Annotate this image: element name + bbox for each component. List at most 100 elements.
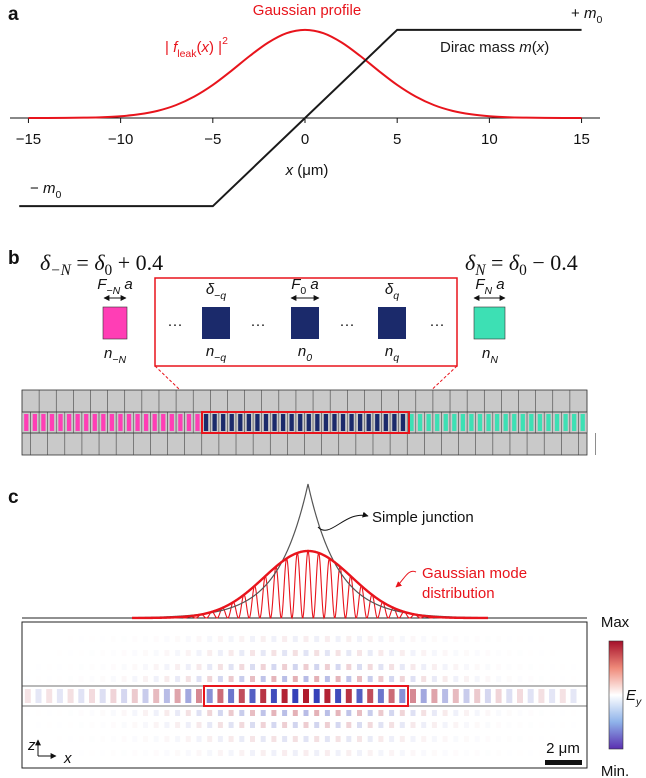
field-stripe: [571, 664, 576, 670]
field-stripe: [453, 736, 458, 742]
field-stripe: [143, 676, 148, 682]
cell-label-part: a: [120, 276, 133, 293]
legend-label-part: x: [536, 39, 545, 56]
field-stripe: [410, 736, 416, 742]
lattice-hole: [24, 414, 29, 431]
field-stripe: [507, 750, 512, 756]
field-stripe: [518, 664, 523, 670]
colorbar-label-part: E: [626, 687, 637, 704]
field-stripe: [550, 676, 555, 682]
lattice-hole: [494, 414, 500, 431]
field-stripe: [47, 636, 52, 642]
field-stripe: [56, 689, 63, 703]
field-stripe: [143, 736, 148, 742]
field-stripe: [485, 722, 490, 728]
field-stripe: [217, 722, 223, 728]
lattice-hole: [332, 414, 337, 431]
field-stripe: [260, 722, 266, 728]
field-stripe: [36, 664, 41, 670]
field-stripe: [175, 676, 181, 682]
field-stripe: [314, 710, 320, 716]
field-stripe: [153, 710, 159, 716]
field-stripe: [303, 650, 309, 656]
lattice-hole: [537, 414, 543, 431]
field-stripe: [196, 710, 202, 716]
formula-part: =: [486, 250, 509, 275]
field-stripe: [367, 710, 373, 716]
field-stripe: [132, 664, 137, 670]
x-tick-label: 0: [301, 131, 309, 148]
field-stripe: [282, 722, 288, 728]
field-stripe: [431, 722, 437, 728]
field-stripe: [47, 650, 52, 656]
lattice-hole: [512, 414, 517, 431]
field-stripe: [507, 650, 512, 656]
field-stripe: [518, 722, 523, 728]
annotation-arrow: [395, 570, 417, 588]
cell-label-part: q: [393, 290, 399, 302]
field-stripe: [90, 736, 95, 742]
axis-x: x: [63, 750, 72, 767]
field-stripe: [453, 722, 459, 728]
field-stripe: [389, 710, 395, 716]
field-stripe: [495, 689, 502, 703]
field-stripe: [507, 664, 512, 670]
field-stripe: [346, 650, 352, 656]
field-stripe: [239, 710, 245, 716]
field-stripe: [185, 676, 191, 682]
field-stripe: [335, 636, 341, 642]
field-stripe: [367, 636, 373, 642]
field-stripe: [314, 650, 320, 656]
formula-part: N: [474, 262, 486, 279]
field-stripe: [539, 650, 544, 656]
field-stripe: [57, 710, 62, 716]
field-stripe: [367, 722, 373, 728]
field-stripe: [260, 736, 266, 742]
field-stripe: [79, 750, 84, 756]
field-stripe: [527, 689, 534, 703]
field-stripe: [485, 650, 490, 656]
field-stripe: [550, 664, 555, 670]
cell-navy: [378, 307, 406, 339]
field-stripe: [164, 736, 169, 742]
field-stripe: [239, 650, 245, 656]
field-stripe: [550, 722, 555, 728]
field-stripe: [111, 636, 116, 642]
field-stripe: [324, 750, 330, 756]
field-stripe: [324, 710, 330, 716]
lattice-hole: [126, 414, 132, 431]
field-stripe: [164, 722, 170, 728]
lattice-hole: [358, 414, 363, 431]
annotation-arrow: [317, 511, 369, 531]
field-stripe: [528, 722, 533, 728]
field-stripe: [539, 722, 544, 728]
field-stripe: [528, 664, 533, 670]
field-stripe: [57, 650, 62, 656]
field-stripe: [410, 676, 416, 682]
field-stripe: [79, 664, 84, 670]
field-stripe: [282, 636, 288, 642]
field-stripe: [432, 750, 437, 756]
field-stripe: [453, 710, 459, 716]
field-stripe: [507, 676, 512, 682]
field-stripe: [154, 636, 159, 642]
field-stripe: [132, 676, 138, 682]
field-stripe: [485, 710, 490, 716]
field-stripe: [335, 664, 341, 670]
field-stripe: [399, 676, 405, 682]
cell-label-part: F: [97, 276, 107, 293]
field-stripe: [367, 676, 373, 682]
ellipsis: ···: [251, 316, 266, 333]
legend-label: | fleak(x) |2: [165, 35, 228, 60]
field-stripe: [47, 750, 52, 756]
field-stripe: [228, 636, 234, 642]
field-stripe: [281, 689, 288, 703]
field-stripe: [496, 736, 501, 742]
field-stripe: [131, 689, 138, 703]
field-stripe: [443, 636, 448, 642]
field-stripe: [250, 750, 255, 756]
legend-label-part: |: [165, 39, 173, 56]
field-stripe: [250, 650, 255, 656]
field-stripe: [57, 676, 62, 682]
colorbar-label-part: y: [635, 696, 642, 708]
